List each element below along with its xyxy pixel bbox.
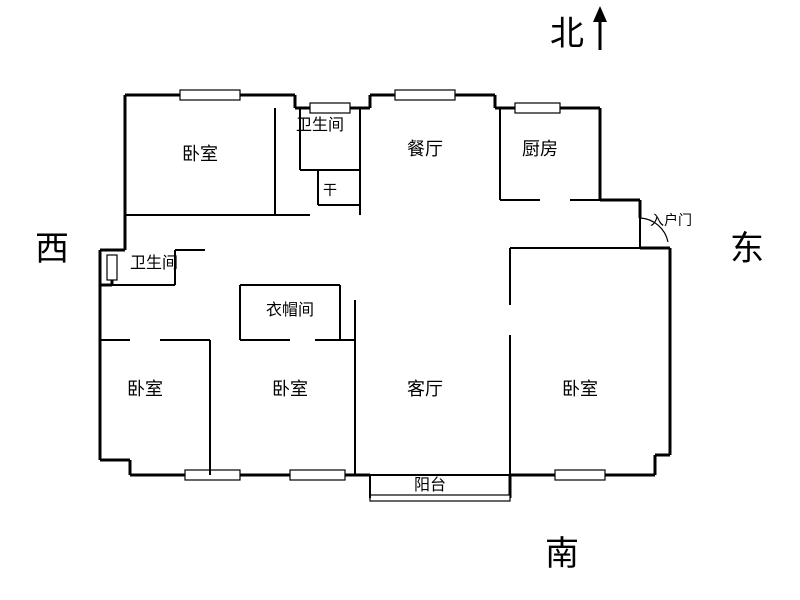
room-bedroom-sm: 卧室	[272, 379, 308, 399]
room-bath-w: 卫生间	[130, 254, 178, 272]
room-dry: 干	[323, 184, 337, 199]
compass-east: 东	[730, 230, 764, 268]
room-dining: 餐厅	[407, 139, 443, 159]
room-bedroom-sw: 卧室	[127, 379, 163, 399]
floor-plan: 北 南 东 西 入户门 卧室 卫生间 干 餐厅 厨房 卫生间 衣帽间 卧室 卧室…	[0, 0, 800, 600]
compass-south: 南	[545, 535, 579, 573]
room-bath-n: 卫生间	[296, 116, 344, 134]
room-bedroom-se: 卧室	[562, 379, 598, 399]
room-balcony: 阳台	[414, 476, 446, 494]
room-living: 客厅	[407, 379, 443, 399]
compass-north: 北	[550, 16, 584, 53]
north-arrow	[593, 6, 607, 50]
entrance-door-label: 入户门	[650, 212, 692, 229]
room-kitchen: 厨房	[522, 139, 558, 159]
room-bedroom-nw: 卧室	[182, 144, 218, 164]
compass-west: 西	[35, 231, 69, 268]
room-closet: 衣帽间	[266, 301, 314, 319]
